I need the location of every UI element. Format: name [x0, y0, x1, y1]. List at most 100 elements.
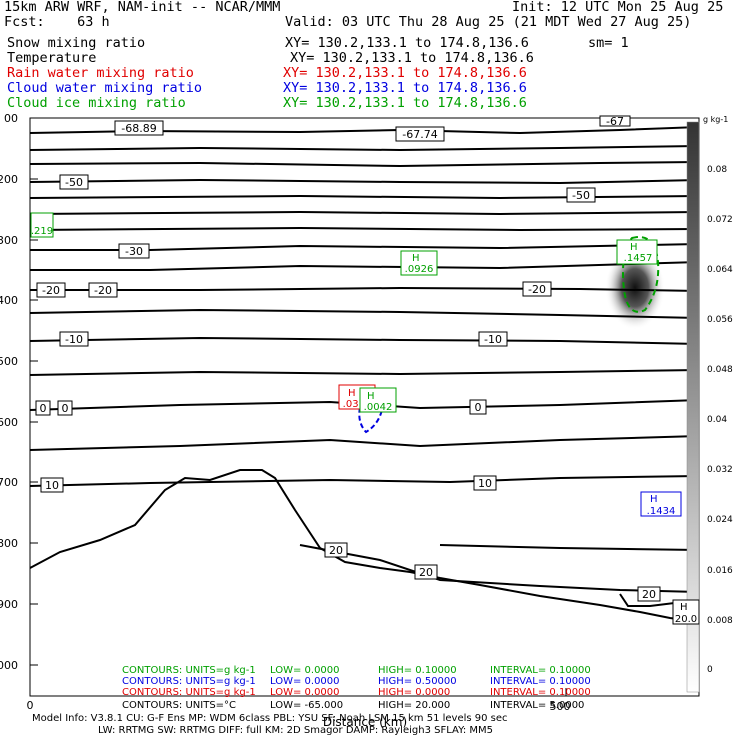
y-tick-label: 200 — [0, 173, 18, 186]
cloud-ice-contour — [622, 236, 660, 313]
contour-low: LOW= 0.0000 — [270, 676, 340, 687]
contour-high: HIGH= 0.50000 — [378, 676, 457, 687]
y-tick-label: 500 — [0, 355, 18, 368]
max-value: .0926 — [405, 264, 434, 275]
max-marker: H — [348, 388, 356, 399]
isotherm-label: -50 — [65, 176, 83, 189]
x-axis-label: Distance (km) — [323, 715, 407, 729]
colorbar-tick: 0.04 — [707, 415, 727, 425]
contour-interval: INTERVAL= 5.0000 — [490, 700, 584, 711]
contour-low: LOW= -65.000 — [270, 700, 343, 711]
contour-interval: INTERVAL= 0.10000 — [490, 687, 591, 698]
contour-interval: INTERVAL= 0.10000 — [490, 676, 591, 687]
max-label-group: .219 H .0926 H .1457 H .0377 H .0042 H .… — [30, 212, 700, 625]
model-title: 15km ARW WRF, NAM-init -- NCAR/MMM — [4, 0, 281, 15]
colorbar-tick: 0.008 — [707, 616, 733, 626]
y-tick-label: 400 — [0, 294, 18, 307]
colorbar-tick: 0.064 — [707, 265, 733, 275]
x-tick-label: 500 — [550, 700, 571, 713]
isotherm-label-group: -68.89 -67.74 -67 -50 -50 -30 -20 -20 -2… — [35, 115, 661, 602]
contour-high: HIGH= 0.10000 — [378, 665, 457, 676]
isotherm-lines — [30, 126, 699, 607]
y-tick-label: 600 — [0, 416, 18, 429]
max-marker: H — [680, 602, 688, 613]
colorbar — [686, 121, 700, 693]
field-name-temperature: Temperature — [7, 50, 97, 66]
isotherm-label: 10 — [478, 477, 492, 490]
field-xy-temperature: XY= 130.2,133.1 to 174.8,136.6 — [290, 50, 534, 66]
max-marker: H — [367, 391, 375, 402]
field-xy-snow: XY= 130.2,133.1 to 174.8,136.6 — [285, 35, 529, 51]
isotherm-label: -50 — [572, 189, 590, 202]
cloud-ice-shading — [605, 250, 665, 334]
isotherm-label: 0 — [62, 402, 69, 415]
colorbar-tick: 0.024 — [707, 515, 733, 525]
max-marker: H — [630, 242, 638, 253]
contour-units: CONTOURS: UNITS=g kg-1 — [122, 687, 256, 698]
y-tick-label: 00 — [4, 112, 18, 125]
isotherm-label: -67.74 — [402, 128, 437, 141]
contour-low: LOW= 0.0000 — [270, 665, 340, 676]
colorbar-tick: 0.056 — [707, 315, 733, 325]
field-xy-cloud-water: XY= 130.2,133.1 to 174.8,136.6 — [283, 80, 527, 96]
isotherm-label: -30 — [125, 245, 143, 258]
isotherm-label: 20 — [329, 544, 343, 557]
y-tick-label: 700 — [0, 476, 18, 489]
field-name-snow: Snow mixing ratio — [7, 35, 146, 51]
smoothing-label: sm= 1 — [588, 35, 629, 51]
isotherm-label: 10 — [45, 479, 59, 492]
isotherm-label: -20 — [42, 284, 60, 297]
max-value: .1434 — [647, 506, 676, 517]
colorbar-unit: g kg-1 — [703, 115, 728, 124]
x-tick-label: 0 — [27, 699, 34, 712]
y-tick-label: 1000 — [0, 659, 18, 672]
contour-info-group: CONTOURS: UNITS=g kg-1 LOW= 0.0000 HIGH=… — [122, 665, 591, 711]
colorbar-tick: 0.032 — [707, 465, 733, 475]
isotherm-label: -10 — [484, 333, 502, 346]
contour-units: CONTOURS: UNITS=°C — [122, 700, 236, 711]
physics-info-line: LW: RRTMG SW: RRTMG DIFF: full KM: 2D Sm… — [98, 725, 493, 736]
max-value: 20.0 — [675, 614, 697, 625]
forecast-hour: Fcst: 63 h — [4, 14, 110, 30]
y-tick-label: 800 — [0, 537, 18, 550]
field-xy-cloud-ice: XY= 130.2,133.1 to 174.8,136.6 — [283, 95, 527, 111]
isotherm-label: -20 — [528, 283, 546, 296]
contour-low: LOW= 0.0000 — [270, 687, 340, 698]
init-time: Init: 12 UTC Mon 25 Aug 25 — [512, 0, 724, 15]
isotherm-label: -68.89 — [121, 122, 156, 135]
field-name-rain: Rain water mixing ratio — [7, 65, 194, 81]
isotherm-label: -67 — [606, 115, 624, 128]
colorbar-tick: 0 — [707, 665, 713, 675]
contour-high: HIGH= 20.000 — [378, 700, 450, 711]
colorbar-tick: 0.072 — [707, 215, 733, 225]
contour-high: HIGH= 0.0000 — [378, 687, 450, 698]
max-marker: H — [412, 253, 420, 264]
field-name-cloud-ice: Cloud ice mixing ratio — [7, 95, 186, 111]
isotherm-label: 20 — [642, 588, 656, 601]
isotherm-label: -20 — [94, 284, 112, 297]
isotherm-label: 0 — [475, 401, 482, 414]
max-value: .1457 — [624, 253, 653, 264]
field-xy-rain: XY= 130.2,133.1 to 174.8,136.6 — [283, 65, 527, 81]
colorbar-tick: 0.08 — [707, 165, 727, 175]
terrain-line — [30, 469, 699, 623]
y-tick-label: 900 — [0, 598, 18, 611]
max-marker: H — [650, 494, 658, 505]
y-axis-ticks — [30, 117, 38, 666]
valid-time: Valid: 03 UTC Thu 28 Aug 25 (21 MDT Wed … — [285, 14, 692, 30]
isotherm-label: 0 — [40, 402, 47, 415]
colorbar-tick: 0.048 — [707, 365, 733, 375]
contour-units: CONTOURS: UNITS=g kg-1 — [122, 676, 256, 687]
field-name-cloud-water: Cloud water mixing ratio — [7, 80, 203, 96]
max-value: .0377 — [343, 399, 372, 410]
max-value: .219 — [31, 226, 53, 237]
isotherm-label: 20 — [419, 566, 433, 579]
x-axis-ticks — [29, 688, 567, 696]
contour-units: CONTOURS: UNITS=g kg-1 — [122, 665, 256, 676]
contour-interval: INTERVAL= 0.10000 — [490, 665, 591, 676]
colorbar-tick: 0.016 — [707, 566, 733, 576]
max-value: .0042 — [364, 402, 393, 413]
model-info-line: Model Info: V3.8.1 CU: G-F Ens MP: WDM 6… — [32, 713, 508, 724]
y-tick-label: 300 — [0, 234, 18, 247]
